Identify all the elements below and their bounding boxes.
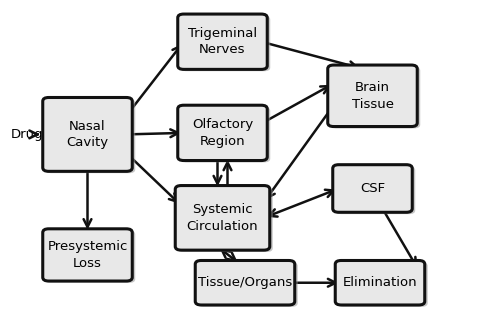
Text: CSF: CSF — [360, 182, 385, 195]
Text: Trigeminal
Nerves: Trigeminal Nerves — [188, 27, 257, 57]
FancyBboxPatch shape — [178, 105, 267, 161]
FancyBboxPatch shape — [178, 14, 267, 70]
FancyBboxPatch shape — [195, 260, 294, 305]
FancyBboxPatch shape — [42, 229, 132, 281]
Text: Drug: Drug — [11, 128, 44, 141]
FancyBboxPatch shape — [333, 165, 412, 212]
FancyBboxPatch shape — [335, 260, 424, 305]
FancyBboxPatch shape — [336, 167, 415, 214]
FancyBboxPatch shape — [181, 16, 270, 71]
Text: Systemic
Circulation: Systemic Circulation — [186, 203, 258, 233]
FancyBboxPatch shape — [331, 67, 420, 129]
FancyBboxPatch shape — [176, 185, 270, 250]
Text: Elimination: Elimination — [342, 276, 417, 289]
Text: Olfactory
Region: Olfactory Region — [192, 118, 253, 148]
FancyBboxPatch shape — [338, 262, 428, 307]
Text: Presystemic
Loss: Presystemic Loss — [48, 240, 128, 270]
FancyBboxPatch shape — [46, 231, 135, 283]
FancyBboxPatch shape — [198, 262, 298, 307]
Text: Tissue/Organs: Tissue/Organs — [198, 276, 292, 289]
FancyBboxPatch shape — [178, 187, 273, 252]
FancyBboxPatch shape — [181, 107, 270, 163]
Text: Nasal
Cavity: Nasal Cavity — [66, 120, 108, 149]
FancyBboxPatch shape — [46, 99, 135, 173]
FancyBboxPatch shape — [328, 65, 417, 127]
FancyBboxPatch shape — [42, 98, 132, 171]
Text: Brain
Tissue: Brain Tissue — [352, 81, 394, 111]
